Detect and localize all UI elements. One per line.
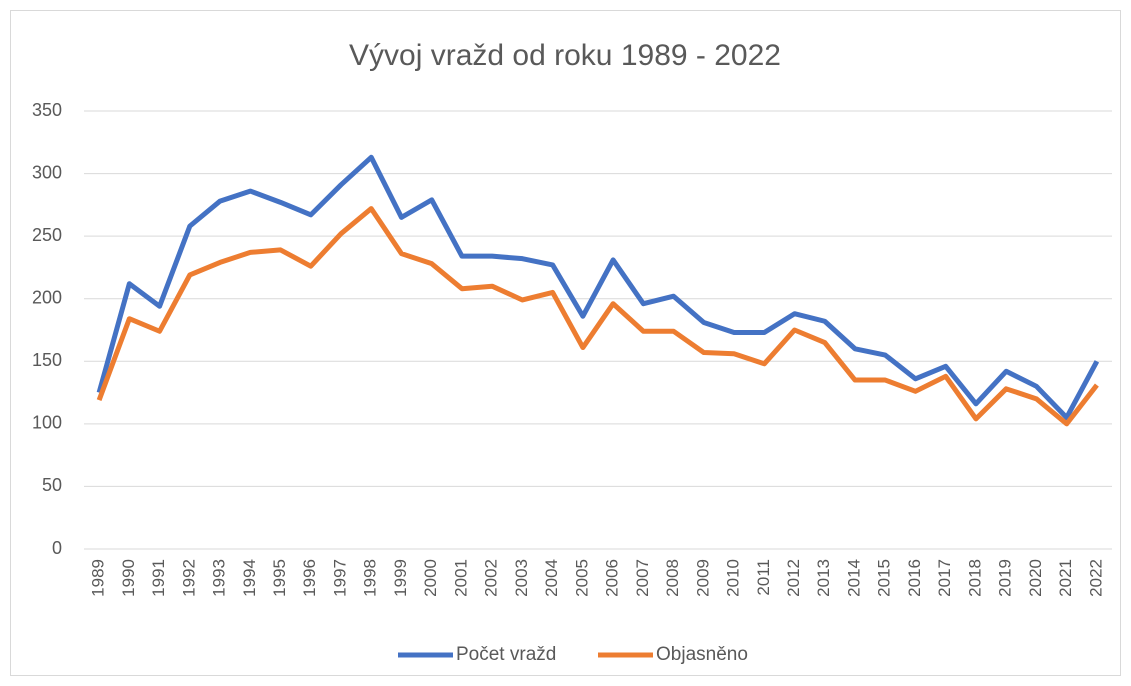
x-tick-label: 2010: [724, 559, 743, 597]
x-tick-label: 2017: [935, 559, 954, 597]
x-tick-label: 2002: [482, 559, 501, 597]
data-line: [96, 154, 1100, 421]
chart-title: Vývoj vražd od roku 1989 - 2022: [349, 39, 781, 72]
x-tick-label: 2013: [814, 559, 833, 597]
x-tick-label: 2022: [1086, 559, 1105, 597]
x-tick-label: 2001: [451, 559, 470, 597]
y-tick-label: 100: [32, 413, 62, 433]
x-tick-label: 2003: [512, 559, 531, 597]
x-tick-label: 2004: [542, 559, 561, 597]
x-tick-label: 1995: [270, 559, 289, 597]
x-tick-label: 2011: [754, 559, 773, 596]
y-tick-label: 200: [32, 287, 62, 307]
y-tick-label: 250: [32, 225, 62, 245]
legend-label: Počet vražd: [456, 644, 556, 665]
x-tick-label: 2021: [1056, 559, 1075, 597]
x-tick-label: 2012: [784, 559, 803, 597]
x-tick-label: 2016: [905, 559, 924, 597]
legend-label: Objasněno: [656, 644, 748, 665]
x-tick-label: 2005: [572, 559, 591, 597]
y-tick-label: 300: [32, 162, 62, 182]
chart-border: [10, 10, 1121, 676]
x-tick-label: 2020: [1026, 559, 1045, 597]
y-tick-label: 150: [32, 350, 62, 370]
x-tick-label: 1996: [300, 559, 319, 597]
x-tick-label: 2006: [603, 559, 622, 597]
x-tick-label: 1990: [119, 559, 138, 597]
y-tick-label: 0: [52, 538, 62, 558]
x-tick-label: 2000: [421, 559, 440, 597]
data-line: [96, 206, 1099, 427]
x-tick-label: 2015: [875, 559, 894, 597]
x-tick-label: 1997: [330, 559, 349, 597]
x-tick-label: 2007: [633, 559, 652, 597]
x-tick-label: 2018: [965, 559, 984, 597]
x-tick-label: 1993: [210, 559, 229, 597]
x-tick-label: 1991: [149, 559, 168, 597]
x-tick-label: 1998: [361, 559, 380, 597]
x-tick-label: 1994: [240, 559, 259, 597]
x-tick-label: 2009: [693, 559, 712, 597]
x-tick-label: 2014: [844, 559, 863, 597]
x-tick-label: 1992: [179, 559, 198, 597]
x-tick-label: 2019: [996, 559, 1015, 597]
x-tick-label: 2008: [663, 559, 682, 597]
x-tick-label: 1989: [89, 559, 108, 597]
y-tick-label: 50: [42, 475, 62, 495]
y-tick-label: 350: [32, 100, 62, 120]
x-tick-label: 1999: [391, 559, 410, 597]
